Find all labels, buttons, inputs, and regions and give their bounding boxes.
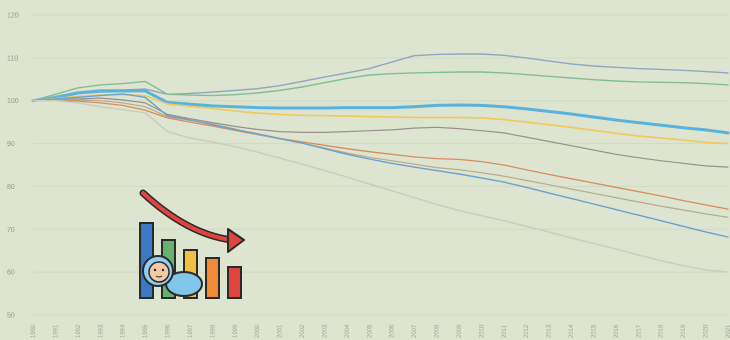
y-tick-label: 120 [7,13,19,20]
series-line-3 [31,89,730,135]
x-tick-label: 2006 [390,324,396,338]
y-tick-label: 100 [7,98,19,105]
x-tick-label: 2010 [479,324,485,338]
x-tick-label: 2015 [591,324,597,338]
x-tick-label: 2016 [614,324,620,338]
x-tick-label: 2011 [502,324,508,338]
x-tick-label: 2003 [322,324,328,338]
x-tick-label: 2021 [726,324,730,338]
x-tick-label: 2004 [345,324,351,338]
x-tick-label: 2002 [300,324,306,338]
x-tick-label: 2013 [547,324,553,338]
x-tick-label: 1997 [188,324,194,338]
x-tick-label: 2019 [681,324,687,338]
series-line-4 [32,93,729,145]
series-line-9 [32,99,729,273]
x-axis-ticks: 1990 1991 1992 1993 1994 1995 1996 1997 1998 1999… [31,324,730,338]
series-line-8 [32,93,729,238]
x-tick-label: 2008 [435,324,441,338]
x-tick-label: 2012 [524,324,530,338]
x-tick-label: 2007 [412,324,418,338]
series-lines [31,53,730,273]
x-tick-label: 1994 [121,324,127,338]
x-tick-label: 2001 [278,324,284,338]
x-tick-label: 2018 [659,324,665,338]
x-tick-label: 2000 [255,324,261,338]
x-tick-label: 1995 [143,324,149,338]
y-tick-label: 80 [7,184,15,191]
bar-red-icon [227,266,242,299]
x-tick-label: 1992 [76,324,82,338]
x-tick-label: 1991 [53,324,59,338]
series-line-6 [32,99,729,210]
gridlines [33,14,728,316]
x-tick-label: 1998 [210,324,216,338]
y-tick-label: 90 [7,141,15,148]
down-trend-arrow-icon [139,189,236,244]
x-tick-label: 2014 [569,324,575,338]
series-line-7 [32,99,729,218]
x-tick-label: 1993 [98,324,104,338]
series-line-1 [32,53,729,102]
x-tick-label: 2020 [704,324,710,338]
x-tick-label: 1999 [233,324,239,338]
y-tick-label: 60 [7,270,15,277]
bar-orange-icon [205,257,220,299]
x-tick-label: 1990 [31,324,37,338]
y-tick-label: 110 [7,55,18,62]
declining-birth-rate-icon [139,189,245,299]
series-line-5 [32,97,729,168]
x-tick-label: 2017 [636,324,642,338]
x-tick-label: 2009 [457,324,463,338]
arrow-head-icon [227,228,245,253]
y-tick-label: 70 [7,227,15,234]
x-tick-label: 2005 [367,324,373,338]
series-line-2 [32,71,729,102]
y-axis-ticks: 50 60 70 80 90 100 110 120 [7,13,19,320]
x-tick-label: 1996 [166,324,172,338]
y-tick-label: 50 [7,313,15,320]
